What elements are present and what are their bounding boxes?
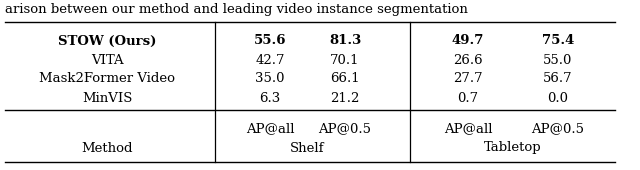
Text: 0.0: 0.0: [547, 91, 568, 105]
Text: VITA: VITA: [91, 54, 124, 66]
Text: STOW (Ours): STOW (Ours): [58, 35, 156, 47]
Text: 42.7: 42.7: [255, 54, 285, 66]
Text: 70.1: 70.1: [330, 54, 360, 66]
Text: AP@0.5: AP@0.5: [319, 123, 371, 135]
Text: 21.2: 21.2: [330, 91, 360, 105]
Text: 75.4: 75.4: [542, 35, 574, 47]
Text: Method: Method: [81, 141, 132, 155]
Text: Shelf: Shelf: [290, 141, 324, 155]
Text: 26.6: 26.6: [453, 54, 483, 66]
Text: 55.0: 55.0: [543, 54, 573, 66]
Text: 35.0: 35.0: [255, 72, 285, 86]
Text: AP@all: AP@all: [246, 123, 294, 135]
Text: Tabletop: Tabletop: [484, 141, 542, 155]
Text: 56.7: 56.7: [543, 72, 573, 86]
Text: arison between our method and leading video instance segmentation: arison between our method and leading vi…: [5, 4, 468, 16]
Text: 66.1: 66.1: [330, 72, 360, 86]
Text: 6.3: 6.3: [259, 91, 280, 105]
Text: MinVIS: MinVIS: [82, 91, 132, 105]
Text: 0.7: 0.7: [458, 91, 479, 105]
Text: 49.7: 49.7: [452, 35, 484, 47]
Text: Mask2Former Video: Mask2Former Video: [39, 72, 175, 86]
Text: 55.6: 55.6: [253, 35, 286, 47]
Text: AP@0.5: AP@0.5: [531, 123, 584, 135]
Text: AP@all: AP@all: [444, 123, 492, 135]
Text: 27.7: 27.7: [453, 72, 483, 86]
Text: 81.3: 81.3: [329, 35, 361, 47]
